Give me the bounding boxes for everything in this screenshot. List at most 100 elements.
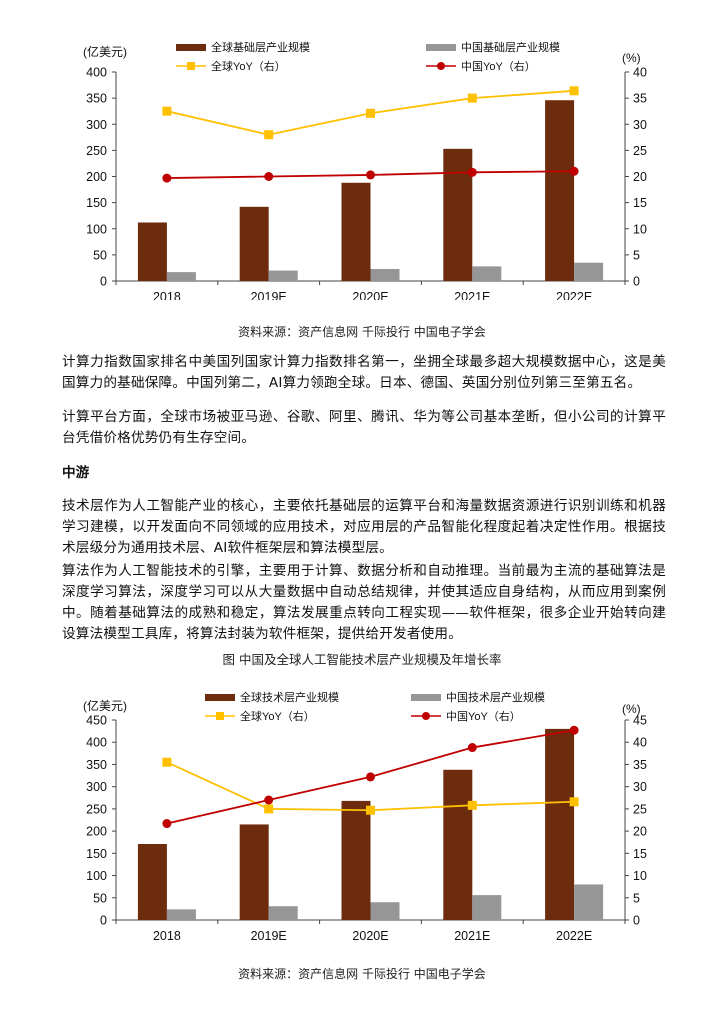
- x-tick-label: 2019E: [251, 290, 287, 300]
- left-tick-label: 350: [86, 92, 107, 106]
- marker-square-icon: [162, 106, 172, 116]
- right-tick-label: 10: [633, 869, 647, 883]
- chart-2-legend: 全球技术层产业规模 中国技术层产业规模 全球YoY（右） 中国YoY（右）: [205, 690, 545, 723]
- right-tick-label: 5: [633, 891, 640, 905]
- bar-china: [472, 266, 502, 281]
- left-tick-label: 0: [100, 914, 107, 928]
- marker-square-icon: [467, 93, 477, 103]
- left-tick-label: 400: [86, 66, 107, 80]
- chart-1-svg: 全球基础层产业规模 中国基础层产业规模 全球YoY（右） 中国YoY（右） (亿…: [83, 40, 647, 301]
- marker-circle-icon: [264, 795, 274, 805]
- bar-global: [341, 800, 371, 920]
- right-tick-label: 25: [633, 802, 647, 816]
- left-tick-label: 0: [100, 275, 107, 289]
- left-tick-label: 50: [93, 248, 107, 262]
- legend-marker-square-icon: [216, 712, 224, 720]
- bar-china: [268, 906, 298, 920]
- right-tick-label: 20: [633, 170, 647, 184]
- right-tick-label: 20: [633, 825, 647, 839]
- right-tick-label: 30: [633, 780, 647, 794]
- left-tick-label: 300: [86, 118, 107, 132]
- left-tick-label: 450: [86, 714, 107, 728]
- legend-label-china-yoy: 中国YoY（右）: [446, 709, 521, 723]
- paragraph-technology-layer: 技术层作为人工智能产业的核心，主要依托基础层的运算平台和海量数据资源进行识别训练…: [62, 498, 666, 556]
- legend-label-global-yoy: 全球YoY（右）: [240, 709, 315, 723]
- chart-infrastructure-layer: 全球基础层产业规模 中国基础层产业规模 全球YoY（右） 中国YoY（右） (亿…: [0, 0, 724, 300]
- legend-marker-square-icon: [187, 62, 195, 70]
- marker-circle-icon: [569, 166, 579, 176]
- legend-label-global-yoy: 全球YoY（右）: [211, 59, 286, 73]
- marker-circle-icon: [264, 172, 274, 181]
- bar-global: [545, 728, 575, 920]
- legend-marker-circle-icon: [422, 712, 430, 720]
- legend-label-global-bar: 全球基础层产业规模: [211, 40, 310, 54]
- bar-global: [545, 100, 575, 281]
- figure-title: 图 中国及全球人工智能技术层产业规模及年增长率: [222, 652, 502, 667]
- bar-china: [370, 268, 400, 281]
- marker-square-icon: [366, 805, 375, 815]
- legend-marker-circle-icon: [437, 62, 445, 70]
- chart-technology-layer: 全球技术层产业规模 中国技术层产业规模 全球YoY（右） 中国YoY（右） (亿…: [0, 680, 724, 960]
- legend-swatch-global-bar: [205, 694, 235, 701]
- bar-global: [443, 148, 473, 281]
- marker-square-icon: [569, 86, 579, 96]
- bar-global: [239, 206, 269, 281]
- right-tick-label: 40: [633, 66, 647, 80]
- bar-global: [137, 222, 167, 281]
- x-tick-label: 2018: [153, 929, 181, 943]
- marker-circle-icon: [162, 819, 172, 829]
- left-axis-unit: (亿美元): [83, 698, 127, 713]
- chart-2-source: 资料来源：资产信息网 千际投行 中国电子学会: [238, 967, 486, 981]
- bar-china: [166, 272, 196, 281]
- marker-circle-icon: [467, 743, 477, 753]
- x-tick-label: 2021E: [454, 290, 490, 300]
- legend-label-china-bar: 中国基础层产业规模: [461, 40, 560, 54]
- right-tick-label: 10: [633, 222, 647, 236]
- x-tick-label: 2020E: [352, 290, 388, 300]
- left-tick-label: 250: [86, 144, 107, 158]
- marker-square-icon: [264, 130, 274, 140]
- legend-swatch-global-bar: [176, 44, 206, 51]
- right-tick-label: 15: [633, 847, 647, 861]
- right-tick-label: 40: [633, 736, 647, 750]
- x-tick-label: 2022E: [556, 290, 592, 300]
- marker-circle-icon: [162, 173, 172, 183]
- right-tick-label: 15: [633, 196, 647, 210]
- chart-1-legend: 全球基础层产业规模 中国基础层产业规模 全球YoY（右） 中国YoY（右）: [176, 40, 560, 73]
- legend-label-china-yoy: 中国YoY（右）: [461, 59, 536, 73]
- legend-swatch-china-bar: [426, 44, 456, 51]
- right-tick-label: 30: [633, 118, 647, 132]
- bar-china: [370, 902, 400, 920]
- left-tick-label: 150: [86, 847, 107, 861]
- right-tick-label: 35: [633, 92, 647, 106]
- right-tick-label: 25: [633, 144, 647, 158]
- left-tick-label: 400: [86, 736, 107, 750]
- bar-china: [166, 909, 196, 920]
- chart-1-source: 资料来源：资产信息网 千际投行 中国电子学会: [238, 325, 486, 339]
- right-tick-label: 45: [633, 714, 647, 728]
- bar-global: [137, 844, 167, 920]
- marker-square-icon: [467, 800, 477, 810]
- left-tick-label: 50: [93, 891, 107, 905]
- x-tick-label: 2020E: [352, 929, 388, 943]
- bar-global: [341, 182, 371, 281]
- chart-2-plot-area: 0 50 100 150 200 250 300 350 400 450 0 5 10 15 20 25 30 3…: [86, 714, 647, 944]
- bar-global: [239, 824, 269, 920]
- chart-1-plot-area: 0 50 100 150 200 250 300 350 400 0 5 10 15 20 25 30 35 40…: [86, 66, 647, 301]
- chart-2-svg: 全球技术层产业规模 中国技术层产业规模 全球YoY（右） 中国YoY（右） (亿…: [83, 690, 647, 944]
- x-tick-label: 2018: [153, 290, 181, 300]
- bar-china: [472, 895, 502, 920]
- left-axis-unit: (亿美元): [83, 44, 127, 59]
- bar-china: [268, 270, 298, 281]
- marker-circle-icon: [366, 170, 375, 180]
- right-axis-unit: (%): [622, 51, 641, 65]
- legend-swatch-china-bar: [411, 694, 441, 701]
- section-heading-midstream: 中游: [62, 465, 90, 481]
- left-tick-label: 250: [86, 802, 107, 816]
- bar-global: [443, 769, 473, 920]
- x-tick-label: 2019E: [251, 929, 287, 943]
- left-tick-label: 350: [86, 758, 107, 772]
- left-tick-label: 200: [86, 825, 107, 839]
- x-tick-label: 2022E: [556, 929, 592, 943]
- marker-square-icon: [569, 797, 579, 807]
